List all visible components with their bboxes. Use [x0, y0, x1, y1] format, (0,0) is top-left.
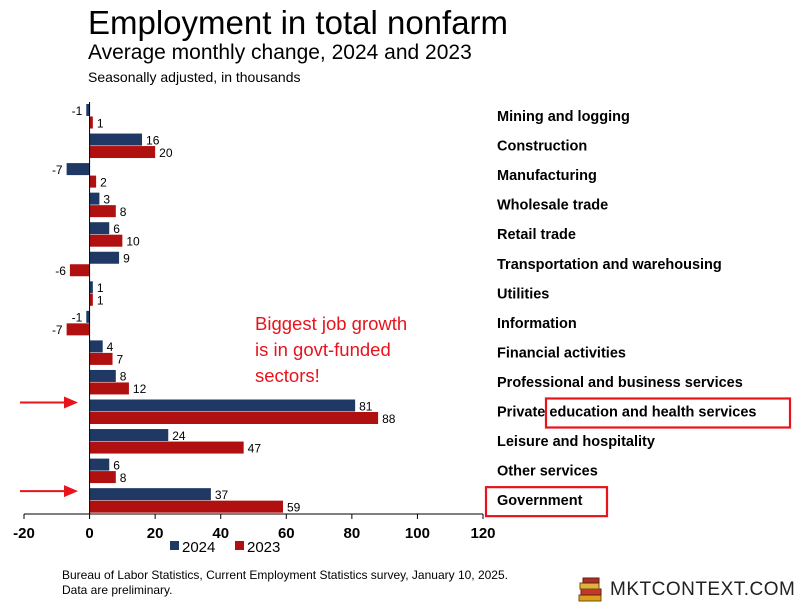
category-label-utilities: Utilities	[497, 286, 549, 302]
value-label-2024-leisure-and-hospitality: 24	[172, 429, 186, 443]
bar-2024-utilities	[89, 281, 93, 294]
bar-2023-government	[89, 500, 284, 513]
value-label-2023-financial-activities: 7	[117, 353, 124, 367]
value-label-2024-information: -1	[72, 311, 83, 325]
value-label-2024-professional-and-business-services: 8	[120, 370, 127, 384]
value-label-2024-mining-and-logging: -1	[72, 104, 83, 118]
value-label-2023-wholesale-trade: 8	[120, 205, 127, 219]
value-label-2024-other-services: 6	[113, 458, 120, 472]
bar-2024-transportation-and-warehousing	[89, 251, 120, 264]
bar-2023-professional-and-business-services	[89, 382, 129, 395]
value-label-2024-financial-activities: 4	[107, 340, 114, 354]
source-line-2: Data are preliminary.	[62, 583, 173, 597]
legend-swatch-2023	[235, 541, 244, 550]
category-label-mining-and-logging: Mining and logging	[497, 109, 630, 125]
bar-2023-private-education-and-health-services	[89, 412, 379, 424]
brand-logo: MKTCONTEXT.COM	[578, 576, 795, 604]
brand-text: MKTCONTEXT.COM	[610, 579, 796, 600]
value-label-2023-private-education-and-health-services: 88	[382, 412, 396, 426]
arrow-icon-government	[64, 485, 78, 498]
category-label-other-services: Other services	[497, 464, 598, 480]
annotation-line-3: sectors!	[255, 365, 320, 386]
bar-2024-government	[89, 488, 211, 501]
value-label-2023-utilities: 1	[97, 294, 104, 308]
books-icon	[578, 577, 602, 602]
value-label-2024-transportation-and-warehousing: 9	[123, 252, 130, 266]
bar-2023-wholesale-trade	[89, 205, 116, 218]
value-label-2024-wholesale-trade: 3	[103, 192, 110, 206]
bar-2024-private-education-and-health-services	[89, 399, 356, 412]
chart-title: Employment in total nonfarm	[88, 4, 509, 41]
category-label-government: Government	[497, 493, 583, 509]
legend-label-2024: 2024	[182, 539, 215, 556]
bar-2023-utilities	[89, 293, 93, 306]
x-tick-label-20: 20	[147, 525, 164, 542]
chart-note: Seasonally adjusted, in thousands	[88, 69, 301, 85]
bar-2024-mining-and-logging	[86, 104, 90, 116]
bar-2023-leisure-and-hospitality	[89, 441, 244, 454]
value-label-2023-manufacturing: 2	[100, 175, 107, 189]
x-tick-label-0: 0	[85, 525, 93, 542]
value-label-2024-government: 37	[215, 488, 229, 502]
bar-2024-construction	[89, 133, 143, 146]
value-label-2024-utilities: 1	[97, 281, 104, 295]
bar-2023-transportation-and-warehousing	[69, 264, 90, 277]
value-label-2024-retail-trade: 6	[113, 222, 120, 236]
highlight-box-government	[484, 486, 609, 518]
bar-2023-financial-activities	[89, 352, 113, 365]
category-label-construction: Construction	[497, 139, 587, 155]
chart-subtitle: Average monthly change, 2024 and 2023	[88, 41, 472, 64]
value-label-2024-manufacturing: -7	[52, 163, 63, 177]
category-label-transportation-and-warehousing: Transportation and warehousing	[497, 257, 722, 273]
highlight-box-private-education-and-health-services	[544, 397, 792, 429]
category-label-leisure-and-hospitality: Leisure and hospitality	[497, 434, 655, 450]
bar-2023-information	[66, 323, 90, 336]
value-label-2023-mining-and-logging: 1	[97, 116, 104, 130]
x-tick-label-40: 40	[212, 525, 229, 542]
legend-label-2023: 2023	[247, 539, 280, 556]
value-label-2023-information: -7	[52, 323, 63, 337]
arrow-icon-private-education-and-health-services	[64, 396, 78, 409]
category-label-private-education-and-health-services: Private education and health services	[497, 405, 757, 421]
annotation-line-2: is in govt-funded	[255, 339, 391, 360]
source-line-1: Bureau of Labor Statistics, Current Empl…	[62, 568, 508, 582]
category-label-wholesale-trade: Wholesale trade	[497, 198, 608, 214]
bar-2024-information	[86, 310, 90, 323]
bar-2024-other-services	[89, 458, 110, 471]
x-tick-label-60: 60	[278, 525, 295, 542]
value-label-2023-other-services: 8	[120, 471, 127, 485]
bar-2023-mining-and-logging	[89, 116, 93, 129]
value-label-2023-transportation-and-warehousing: -6	[55, 264, 66, 278]
value-label-2023-leisure-and-hospitality: 47	[248, 441, 262, 455]
bar-2023-retail-trade	[89, 234, 123, 247]
value-label-2023-construction: 20	[159, 146, 173, 160]
annotation-line-1: Biggest job growth	[255, 313, 407, 334]
category-label-retail-trade: Retail trade	[497, 227, 576, 243]
category-label-professional-and-business-services: Professional and business services	[497, 375, 743, 391]
x-tick-label-20: -20	[13, 525, 35, 542]
bar-2024-wholesale-trade	[89, 192, 100, 205]
value-label-2023-professional-and-business-services: 12	[133, 382, 147, 396]
source-note: Bureau of Labor Statistics, Current Empl…	[62, 568, 508, 598]
category-label-manufacturing: Manufacturing	[497, 168, 597, 184]
bar-2023-other-services	[89, 471, 116, 484]
category-label-information: Information	[497, 316, 577, 332]
legend-swatch-2024	[170, 541, 179, 550]
bar-2024-manufacturing	[66, 163, 90, 176]
bar-2024-financial-activities	[89, 340, 103, 353]
bar-2023-construction	[89, 146, 156, 159]
value-label-2023-government: 59	[287, 500, 301, 514]
value-label-2023-retail-trade: 10	[126, 234, 140, 248]
bar-2024-retail-trade	[89, 222, 110, 235]
x-tick-label-80: 80	[344, 525, 361, 542]
category-label-financial-activities: Financial activities	[497, 345, 626, 361]
value-label-2024-construction: 16	[146, 133, 160, 147]
bar-2023-manufacturing	[89, 175, 97, 188]
x-tick-label-120: 120	[470, 525, 495, 542]
bar-2024-professional-and-business-services	[89, 369, 116, 382]
bar-2024-leisure-and-hospitality	[89, 429, 169, 442]
x-tick-label-100: 100	[405, 525, 430, 542]
value-label-2024-private-education-and-health-services: 81	[359, 399, 373, 413]
